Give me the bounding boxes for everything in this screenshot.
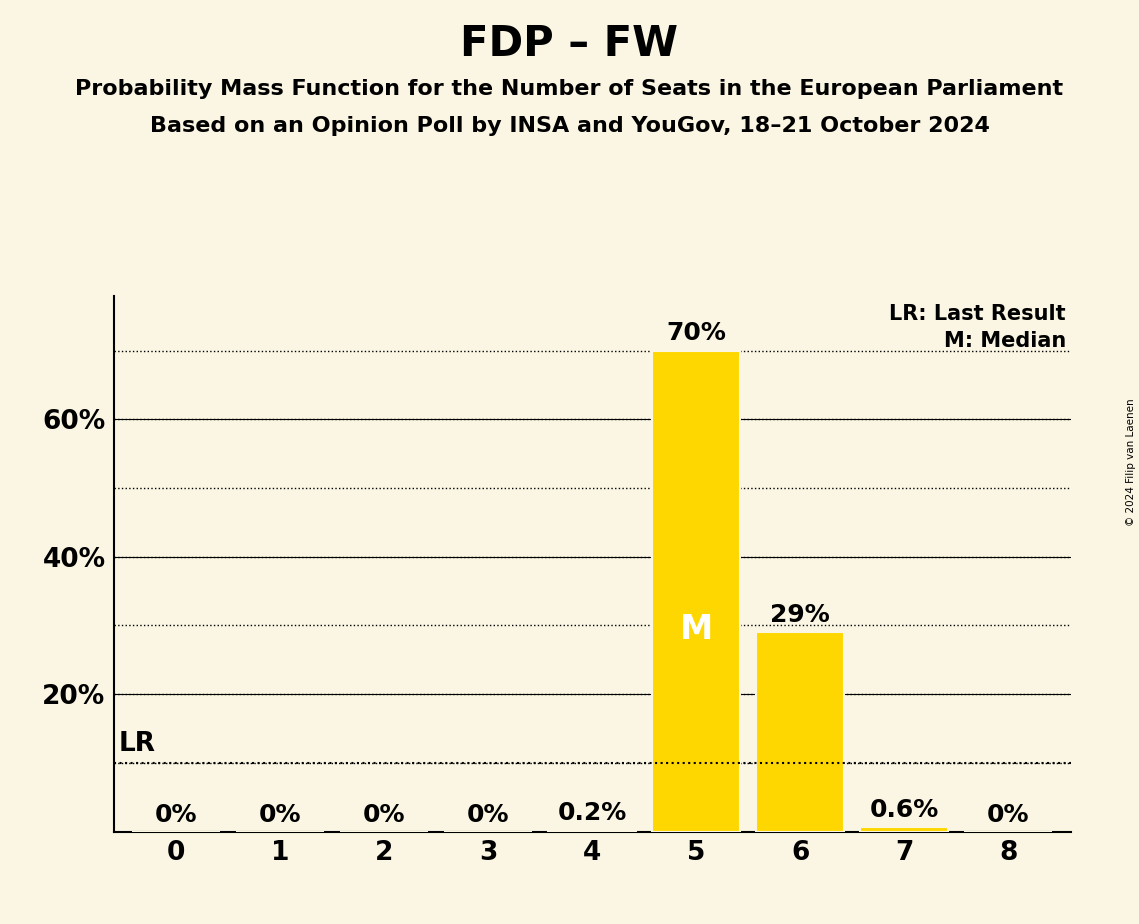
- Text: © 2024 Filip van Laenen: © 2024 Filip van Laenen: [1125, 398, 1136, 526]
- Text: 0%: 0%: [363, 804, 405, 828]
- Text: FDP – FW: FDP – FW: [460, 23, 679, 65]
- Text: M: Median: M: Median: [943, 331, 1066, 350]
- Bar: [652, 350, 740, 832]
- Text: Based on an Opinion Poll by INSA and YouGov, 18–21 October 2024: Based on an Opinion Poll by INSA and You…: [149, 116, 990, 136]
- Text: 0%: 0%: [467, 804, 509, 828]
- Text: LR: LR: [120, 732, 156, 758]
- Text: M: M: [680, 614, 713, 646]
- Text: 0%: 0%: [259, 804, 302, 828]
- Text: 0%: 0%: [988, 804, 1030, 828]
- Bar: [756, 632, 844, 832]
- Text: 0%: 0%: [155, 804, 197, 828]
- Text: 0.6%: 0.6%: [870, 798, 939, 822]
- Text: 70%: 70%: [666, 322, 727, 346]
- Bar: [860, 828, 949, 832]
- Text: 0.2%: 0.2%: [558, 801, 626, 825]
- Bar: [548, 831, 637, 832]
- Text: LR: Last Result: LR: Last Result: [890, 304, 1066, 323]
- Text: 29%: 29%: [770, 602, 830, 626]
- Text: Probability Mass Function for the Number of Seats in the European Parliament: Probability Mass Function for the Number…: [75, 79, 1064, 99]
